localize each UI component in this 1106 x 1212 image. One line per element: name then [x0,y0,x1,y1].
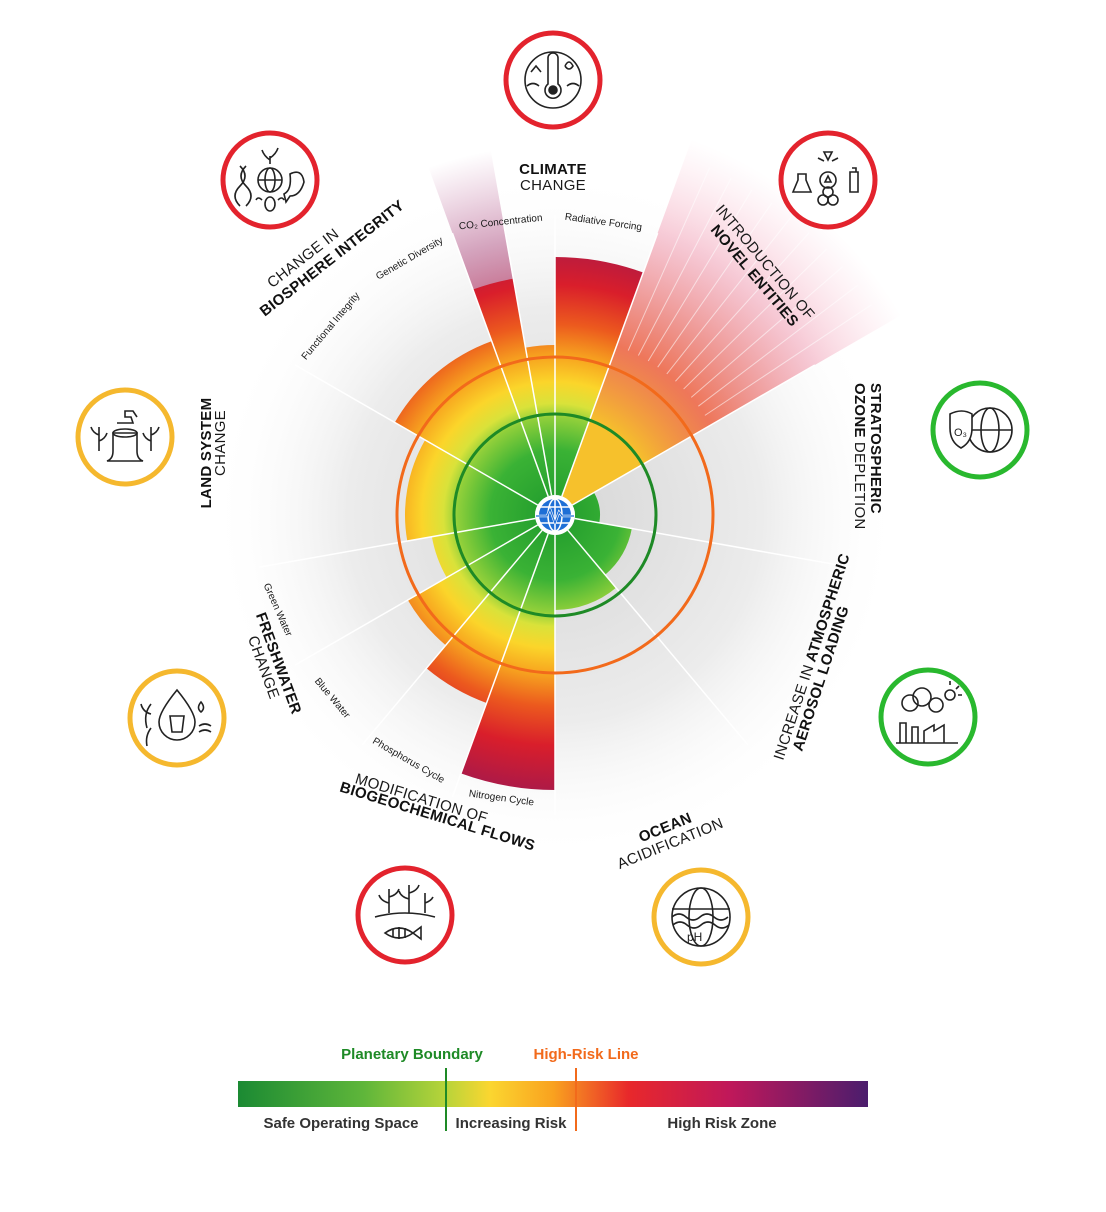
sector-divider [571,364,816,506]
biogeo-ring [355,865,455,965]
land-system-wedge [405,440,538,542]
ozone-line1: STRATOSPHERIC [867,383,884,514]
novel-entities-stripe [690,266,843,398]
genetic-diversity-wedge [472,278,552,497]
aerosol-loading-wedge [567,518,632,575]
sector-divider [451,232,549,497]
legend-gradient-bar [238,1081,868,1107]
sector-divider [361,529,543,746]
co2-concentration-wedge [525,345,555,496]
water-drop-icon [140,688,212,747]
novel-entities-stripe [627,167,711,351]
ozone-icon-badge: O₃ [930,380,1030,480]
sector-divider [502,219,553,496]
ocean-ph-icon: pH [671,887,731,947]
legend-safe-operating-space: Safe Operating Space [263,1115,418,1132]
legend-high-risk-line: High-Risk Line [533,1046,638,1063]
sector-divider [259,517,536,568]
high-risk-circle [395,355,715,675]
land-system-line1: LAND SYSTEM [198,398,215,509]
land-system-line2: CHANGE [212,410,229,476]
climate-title: CLIMATE [519,161,587,178]
climate-subtitle: CHANGE [520,177,586,194]
novel-entities-stripe [666,216,792,375]
nitrogen-cycle-wedge [460,533,555,791]
sector-divider [451,533,549,798]
novel-entities-stripe [657,202,773,368]
ozone-shield-icon: O₃ [949,407,1013,453]
climate-icon-badge [503,30,603,130]
thermometer-globe-icon [524,51,582,109]
ozone-depletion-wedge [572,492,601,523]
planetary-boundary-circle [452,412,658,618]
biodiversity-icon [234,147,305,212]
freshwater-ring [127,668,227,768]
svg-text:pH: pH [687,930,702,944]
blue-water-wedge [407,525,543,646]
biosphere-icon-badge [220,130,320,230]
novel-entities-stripe [704,304,872,416]
sector-divider [574,517,851,568]
legend-high-risk-zone: High Risk Zone [667,1115,776,1132]
risk-legend: Planetary Boundary High-Risk Line Safe O… [238,1046,868,1132]
plants-fish-icon [374,884,436,941]
novel-entities-stripe [675,232,810,382]
chemicals-radiation-icon [791,151,859,206]
land-system-icon-badge [75,387,175,487]
aerosol-ring [878,667,978,767]
biogeo-icon-badge [355,865,455,965]
ozone-line2: OZONEDEPLETION [851,383,868,530]
functional-integrity-wedge [394,341,549,505]
novel-entities-stripe [637,178,732,356]
legend-increasing-risk: Increasing Risk [456,1115,568,1132]
aerosol-icon-badge [878,667,978,767]
factory-smoke-icon [896,681,962,744]
ocean-icon-badge: pH [651,867,751,967]
climate-ring [503,30,603,130]
sector-dividers [259,215,851,815]
legend-planetary-boundary: Planetary Boundary [341,1046,483,1063]
sector-divider [294,524,539,666]
category-icons: O₃ pH [75,30,1030,967]
novel-entities-stripe [698,284,858,407]
radiative-forcing-wedge [555,257,644,497]
globe-pulse-icon [535,495,575,535]
freshwater-icon-badge [127,668,227,768]
svg-text:O₃: O₃ [954,427,967,439]
sector-divider [294,364,539,506]
ocean-acidification-wedge [555,530,617,610]
novel-entities-stripe [647,189,753,362]
sector-divider [567,529,749,746]
novel-ring [778,130,878,230]
tree-stump-icon [90,410,160,462]
novel-entities-icon-badge [778,130,878,230]
sector-divider [561,232,659,497]
green-water-wedge [431,518,538,578]
phosphorus-cycle-wedge [426,530,549,703]
novel-entities-stripe [683,248,827,390]
